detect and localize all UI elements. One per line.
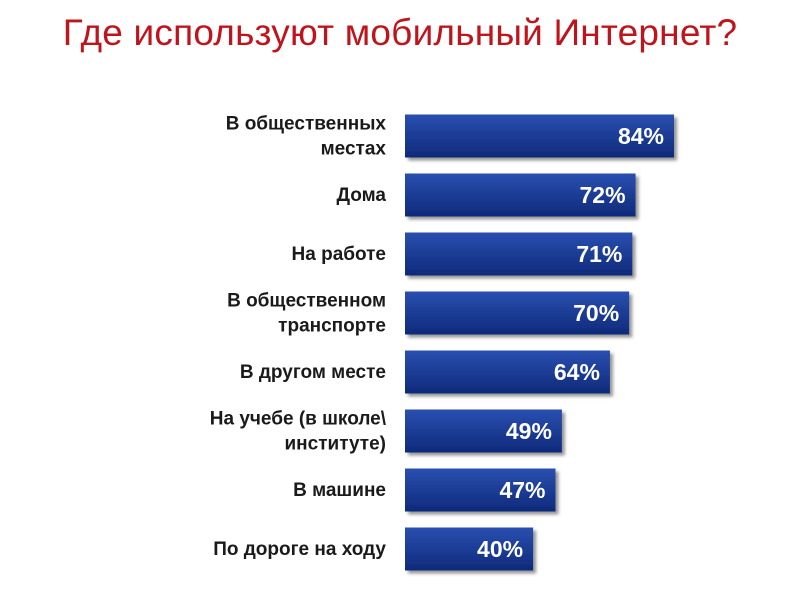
category-label: В другом месте — [240, 362, 386, 383]
value-label: 40% — [477, 536, 523, 562]
category-label: На работе — [292, 244, 386, 265]
value-label: 71% — [576, 241, 622, 267]
bar — [405, 114, 674, 158]
category-label: институте) — [285, 434, 387, 455]
category-label: транспорте — [278, 316, 386, 337]
category-label: Дома — [337, 185, 387, 206]
bar — [405, 527, 534, 571]
value-label: 72% — [580, 182, 626, 208]
category-label: В общественных — [226, 114, 387, 135]
bar — [405, 409, 562, 453]
bar — [405, 232, 633, 276]
category-label: местах — [321, 139, 387, 160]
bar — [405, 350, 610, 394]
category-label: На учебе (в школе\ — [210, 409, 387, 430]
bar — [405, 468, 556, 512]
value-label: 70% — [573, 300, 619, 326]
value-label: 64% — [554, 359, 600, 385]
category-label: В общественном — [227, 291, 386, 312]
category-label: В машине — [293, 480, 386, 501]
bar — [405, 173, 636, 217]
labels-layer: 84% В общественных местах 72% Дома 71% На рабо… — [210, 114, 664, 563]
value-label: 49% — [506, 418, 552, 444]
page-title: Где используют мобильный Интернет? — [62, 12, 738, 53]
bar — [405, 291, 630, 335]
bars-layer — [405, 114, 674, 571]
value-label: 84% — [618, 123, 664, 149]
value-label: 47% — [499, 477, 545, 503]
category-label: По дороге на ходу — [213, 539, 386, 560]
